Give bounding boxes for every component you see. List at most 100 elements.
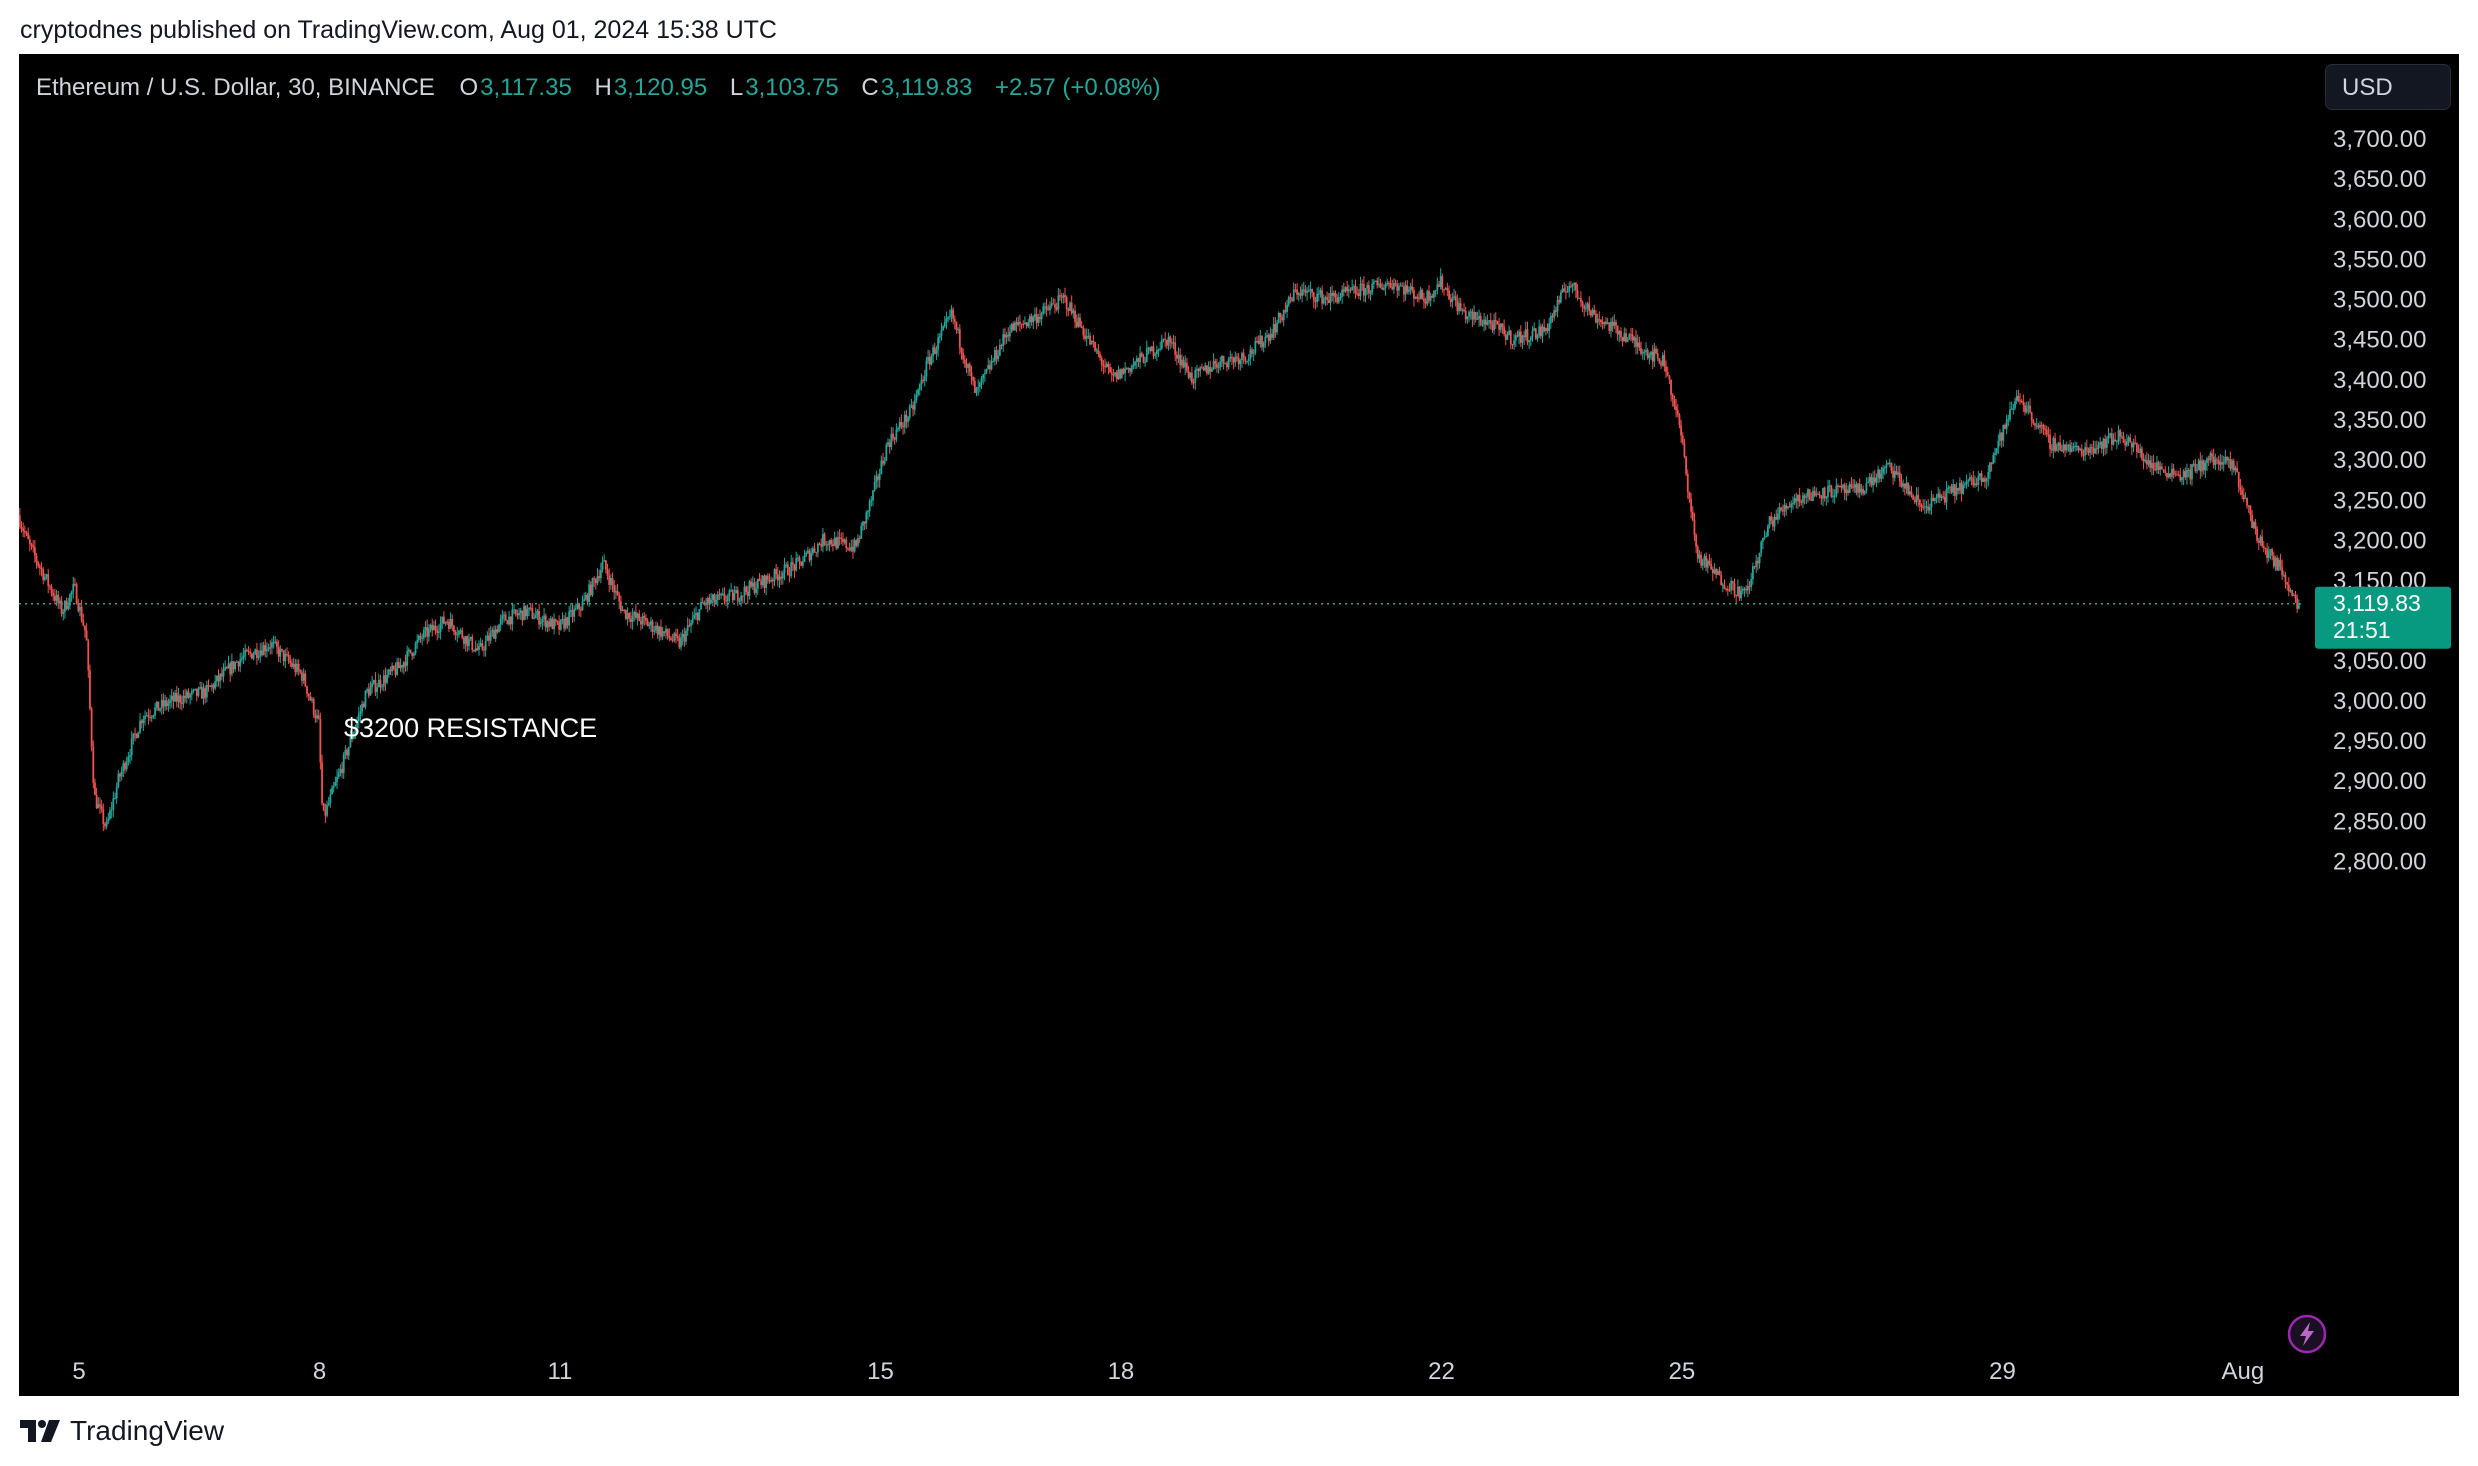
x-tick-label: 29 bbox=[1989, 1358, 2016, 1385]
candle-body bbox=[818, 543, 821, 545]
candle-body bbox=[553, 619, 556, 630]
candle-body bbox=[1184, 362, 1187, 368]
candle-body bbox=[499, 618, 502, 625]
candle-body bbox=[2044, 428, 2046, 430]
candle-body bbox=[1182, 359, 1185, 368]
candle-body bbox=[2281, 567, 2284, 576]
candle-body bbox=[1017, 321, 1020, 325]
candle-body bbox=[1561, 288, 1564, 293]
candle-body bbox=[526, 609, 529, 617]
candle-body bbox=[1346, 287, 1349, 292]
close-label: C bbox=[861, 74, 879, 101]
candle-body bbox=[2047, 434, 2050, 436]
candle-body bbox=[426, 627, 429, 637]
candle-body bbox=[822, 533, 824, 547]
time-axis[interactable]: 5 8 11 15 18 22 25 29 Aug bbox=[72, 1358, 2264, 1385]
candle-body bbox=[438, 632, 440, 634]
candle-body bbox=[1110, 372, 1113, 374]
candle-body bbox=[1898, 472, 1901, 482]
candle-body bbox=[791, 562, 794, 565]
candle-body bbox=[965, 363, 968, 368]
candle-body bbox=[145, 715, 148, 717]
candle-body bbox=[1439, 276, 1442, 287]
candle-body bbox=[1543, 326, 1546, 331]
candle-body bbox=[1912, 495, 1915, 500]
candle-body bbox=[207, 685, 210, 687]
candle-body bbox=[1241, 352, 1243, 361]
candle-body bbox=[1371, 283, 1374, 294]
candle-body bbox=[342, 754, 345, 773]
candle-body bbox=[785, 564, 788, 566]
candle-body bbox=[1720, 574, 1723, 586]
candle-body bbox=[1149, 347, 1152, 352]
candle-body bbox=[1711, 569, 1714, 574]
candle-body bbox=[1367, 285, 1370, 294]
candle-body bbox=[1357, 293, 1360, 296]
candle-body bbox=[2262, 545, 2265, 548]
candle-body bbox=[69, 594, 71, 606]
candle-body bbox=[1459, 303, 1462, 311]
candle-body bbox=[421, 637, 424, 639]
candle-body bbox=[763, 575, 766, 589]
candle-body bbox=[2241, 489, 2243, 495]
candle-body bbox=[1341, 289, 1344, 297]
candle-body bbox=[1384, 284, 1387, 288]
candle-body bbox=[508, 616, 510, 625]
candle-body bbox=[646, 620, 649, 627]
high-label: H bbox=[594, 74, 612, 101]
candle-body bbox=[1892, 470, 1895, 478]
tradingview-logo[interactable]: TradingView bbox=[20, 1414, 224, 1448]
candle-body bbox=[1706, 560, 1709, 568]
candle-body bbox=[1451, 297, 1454, 302]
lightning-icon[interactable] bbox=[2287, 1314, 2327, 1354]
candle-body bbox=[1985, 478, 1988, 482]
candle-body bbox=[2201, 460, 2203, 472]
candle-body bbox=[828, 540, 831, 545]
candle-body bbox=[1611, 321, 1614, 326]
candle-body bbox=[1583, 305, 1586, 309]
candle-body bbox=[1059, 295, 1061, 297]
candle-body bbox=[1055, 307, 1058, 310]
candle-body bbox=[741, 595, 744, 597]
candle-body bbox=[2104, 438, 2107, 448]
candle-body bbox=[361, 703, 364, 712]
candle-body bbox=[1862, 488, 1864, 494]
candle-body bbox=[603, 560, 606, 562]
candle-body bbox=[1688, 492, 1691, 500]
candle-body bbox=[1003, 334, 1006, 338]
candle-body bbox=[1673, 399, 1676, 407]
candle-body bbox=[352, 733, 355, 739]
candle-body bbox=[85, 630, 88, 641]
candle-body bbox=[272, 642, 275, 644]
candle-body bbox=[1272, 324, 1275, 338]
candle-body bbox=[910, 405, 913, 407]
candle-body bbox=[1603, 321, 1606, 325]
symbol-title[interactable]: Ethereum / U.S. Dollar, 30, BINANCE bbox=[36, 74, 435, 101]
candle-body bbox=[210, 684, 213, 687]
candle-body bbox=[1661, 355, 1664, 366]
candle-body bbox=[857, 538, 859, 546]
candle-body bbox=[1631, 334, 1634, 341]
candle-body bbox=[1735, 595, 1738, 597]
candle-body bbox=[1077, 317, 1080, 327]
candle-body bbox=[2152, 462, 2155, 470]
candle-body bbox=[766, 575, 769, 580]
candle-body bbox=[723, 593, 726, 601]
candle-body bbox=[2097, 444, 2100, 450]
price-axis[interactable]: 3,700.00 3,650.00 3,600.00 3,550.00 3,500.00… bbox=[2333, 126, 2426, 876]
resistance-annotation[interactable]: $3200 RESISTANCE bbox=[344, 713, 597, 743]
candle-body bbox=[2237, 471, 2240, 487]
candle-body bbox=[2017, 395, 2020, 401]
candle-body bbox=[1623, 333, 1626, 342]
candle-body bbox=[453, 625, 455, 632]
candle-body bbox=[563, 619, 566, 629]
candle-body bbox=[544, 615, 547, 628]
candle-body bbox=[1296, 289, 1298, 295]
currency-button[interactable]: USD bbox=[2325, 64, 2451, 110]
candle-body bbox=[496, 629, 499, 633]
candle-body bbox=[887, 442, 889, 445]
candle-body bbox=[1307, 290, 1310, 292]
candle-body bbox=[2212, 456, 2215, 465]
chart-pane[interactable]: $3200 RESISTANCE 3,700.00 3,650.00 3,600.0… bbox=[19, 54, 2459, 1396]
price-chart[interactable]: $3200 RESISTANCE 3,700.00 3,650.00 3,600.0… bbox=[19, 54, 2459, 1396]
